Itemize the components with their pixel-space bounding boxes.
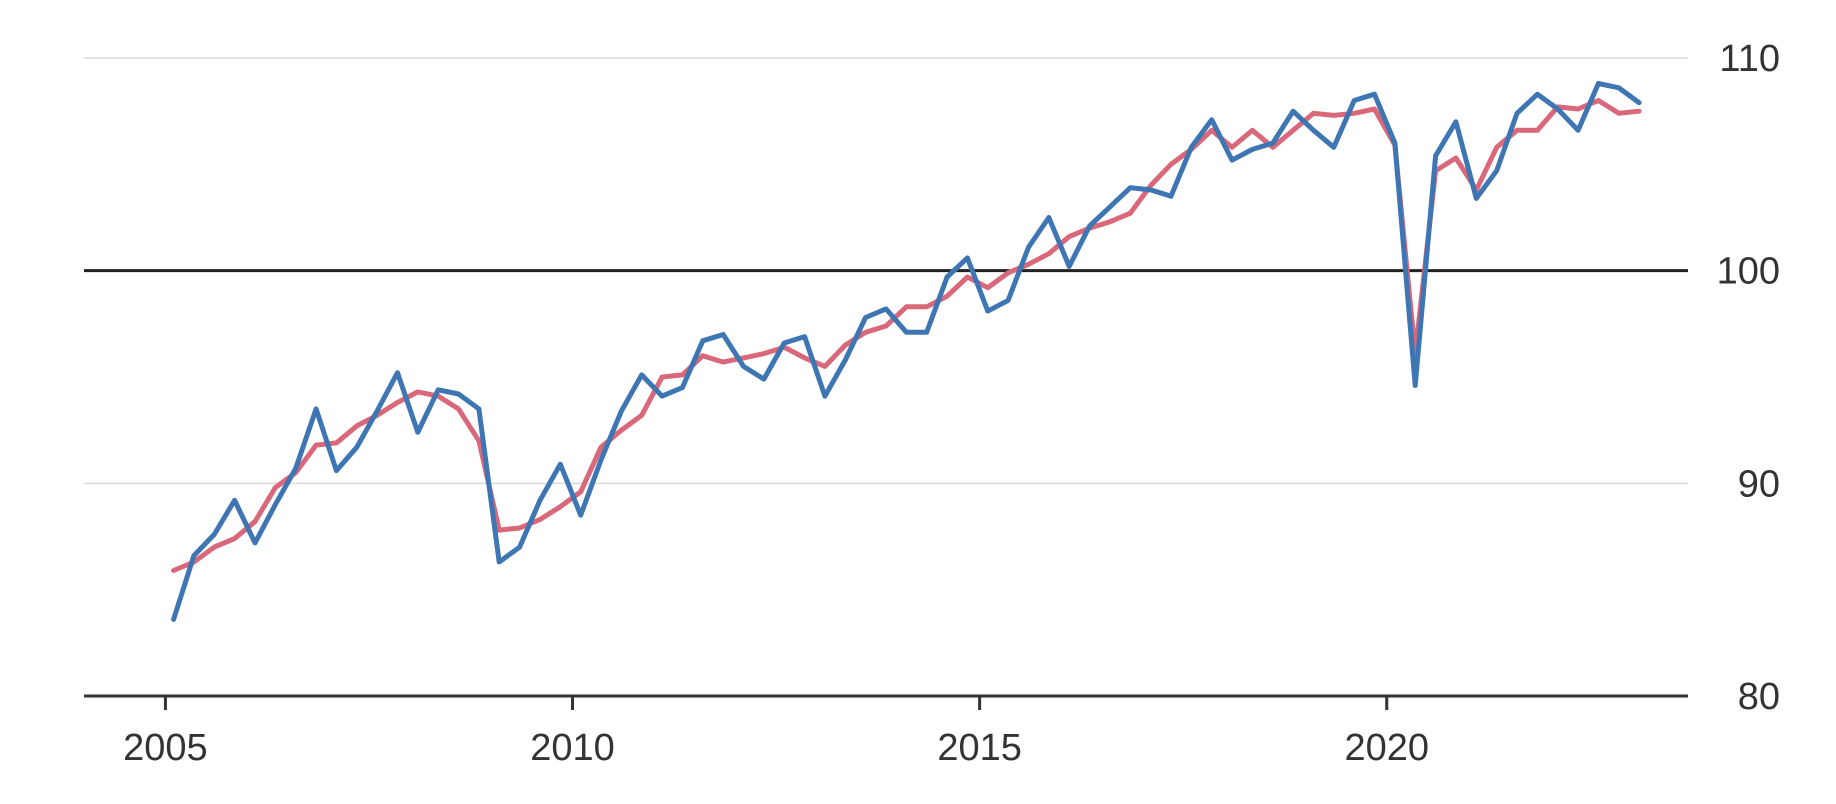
y-tick-labels: 80 90 100 110	[1717, 38, 1780, 718]
y-tick-label: 80	[1738, 676, 1780, 718]
x-tick-label: 2010	[530, 727, 615, 769]
x-tick-label: 2015	[937, 727, 1022, 769]
x-tick-labels: 2005 2010 2015 2020	[123, 727, 1429, 769]
series-line-blue	[171, 81, 1642, 622]
series-lines	[171, 81, 1642, 622]
x-tick-label: 2020	[1344, 727, 1429, 769]
gridlines	[84, 57, 1688, 485]
y-tick-label: 90	[1738, 463, 1780, 505]
y-tick-label: 110	[1719, 38, 1780, 80]
y-tick-label: 100	[1717, 251, 1780, 293]
axes	[84, 694, 1688, 710]
x-tick-label: 2005	[123, 727, 208, 769]
